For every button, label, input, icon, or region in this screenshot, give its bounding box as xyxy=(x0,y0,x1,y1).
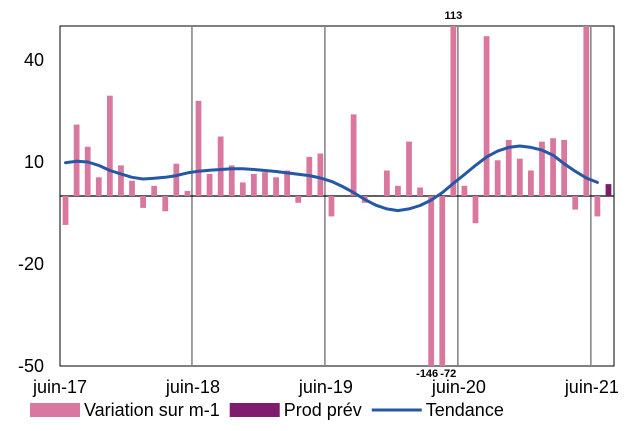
data-label--72: -72 xyxy=(440,368,456,380)
bar-variation-sur-m-1-17 xyxy=(251,173,257,196)
legend-swatch-prod-pr-v xyxy=(229,403,280,417)
bar-variation-sur-m-1-24 xyxy=(328,196,335,217)
x-tick-juin-20: juin-20 xyxy=(431,377,486,397)
bar-variation-sur-m-1-38 xyxy=(483,36,490,197)
bar-variation-sur-m-1-6 xyxy=(129,180,135,196)
bar-variation-sur-m-1-11 xyxy=(184,190,191,196)
bar-prod-pr-v-49 xyxy=(605,184,612,196)
bar-variation-sur-m-1-9 xyxy=(162,196,169,212)
y-tick--50: -50 xyxy=(18,356,44,376)
bar-variation-sur-m-1-46 xyxy=(572,196,579,210)
bar-variation-sur-m-1-47 xyxy=(583,26,590,196)
x-tick-juin-21: juin-21 xyxy=(564,377,619,397)
bar-variation-sur-m-1-3 xyxy=(95,177,102,196)
bar-variation-sur-m-1-16 xyxy=(239,182,246,196)
bar-variation-sur-m-1-31 xyxy=(406,141,412,196)
bar-variation-sur-m-1-36 xyxy=(461,185,468,196)
bar-variation-sur-m-1-15 xyxy=(228,165,235,196)
bar-variation-sur-m-1-34 xyxy=(439,196,446,366)
bar-variation-sur-m-1-33 xyxy=(428,196,435,366)
bar-variation-sur-m-1-23 xyxy=(317,153,324,196)
bar-variation-sur-m-1-39 xyxy=(494,160,501,196)
x-tick-juin-19: juin-19 xyxy=(298,377,353,397)
bar-variation-sur-m-1-21 xyxy=(295,196,302,203)
bar-variation-sur-m-1-48 xyxy=(594,196,601,217)
bar-variation-sur-m-1-41 xyxy=(516,158,523,196)
bar-variation-sur-m-1-45 xyxy=(561,139,568,196)
bar-variation-sur-m-1-42 xyxy=(528,170,534,196)
legend: Variation sur m-1 Prod prév Tendance xyxy=(30,400,504,420)
y-tick--20: -20 xyxy=(18,254,44,274)
bar-variation-sur-m-1-7 xyxy=(140,196,146,208)
legend-label-prod-pr-v: Prod prév xyxy=(284,400,362,420)
bar-variation-sur-m-1-40 xyxy=(505,139,512,196)
y-tick-40: 40 xyxy=(24,50,44,70)
bar-variation-sur-m-1-37 xyxy=(472,196,479,224)
data-label-113: 113 xyxy=(444,10,462,22)
bar-variation-sur-m-1-43 xyxy=(539,141,545,196)
y-tick-10: 10 xyxy=(24,152,44,172)
bar-variation-sur-m-1-35 xyxy=(450,26,457,196)
bar-variation-sur-m-1-12 xyxy=(195,100,202,196)
plot-area xyxy=(59,25,615,367)
bar-variation-sur-m-1-18 xyxy=(262,172,268,196)
bar-variation-sur-m-1-0 xyxy=(62,196,69,225)
bar-variation-sur-m-1-13 xyxy=(206,173,213,196)
bar-variation-sur-m-1-19 xyxy=(273,177,279,196)
legend-label-tendance: Tendance xyxy=(426,400,504,420)
bar-variation-sur-m-1-5 xyxy=(118,165,124,196)
bar-variation-sur-m-1-32 xyxy=(417,187,423,196)
legend-label-variation-sur-m-1: Variation sur m-1 xyxy=(84,400,220,420)
bar-variation-sur-m-1-10 xyxy=(173,163,180,196)
bar-variation-sur-m-1-8 xyxy=(151,185,158,196)
line-tendance xyxy=(64,144,599,213)
bar-variation-sur-m-1-20 xyxy=(284,170,291,196)
legend-swatch-variation-sur-m-1 xyxy=(30,403,80,417)
bar-variation-sur-m-1-4 xyxy=(106,95,113,196)
bar-variation-sur-m-1-14 xyxy=(217,136,224,196)
x-tick-juin-18: juin-18 xyxy=(165,377,220,397)
x-tick-juin-17: juin-17 xyxy=(32,377,87,397)
bar-variation-sur-m-1-26 xyxy=(350,114,357,196)
bar-variation-sur-m-1-30 xyxy=(395,185,401,196)
bar-variation-sur-m-1-2 xyxy=(84,146,91,196)
bar-variation-sur-m-1-44 xyxy=(550,138,556,196)
data-label--146: -146 xyxy=(416,368,438,380)
bar-variation-sur-m-1-29 xyxy=(383,170,390,196)
